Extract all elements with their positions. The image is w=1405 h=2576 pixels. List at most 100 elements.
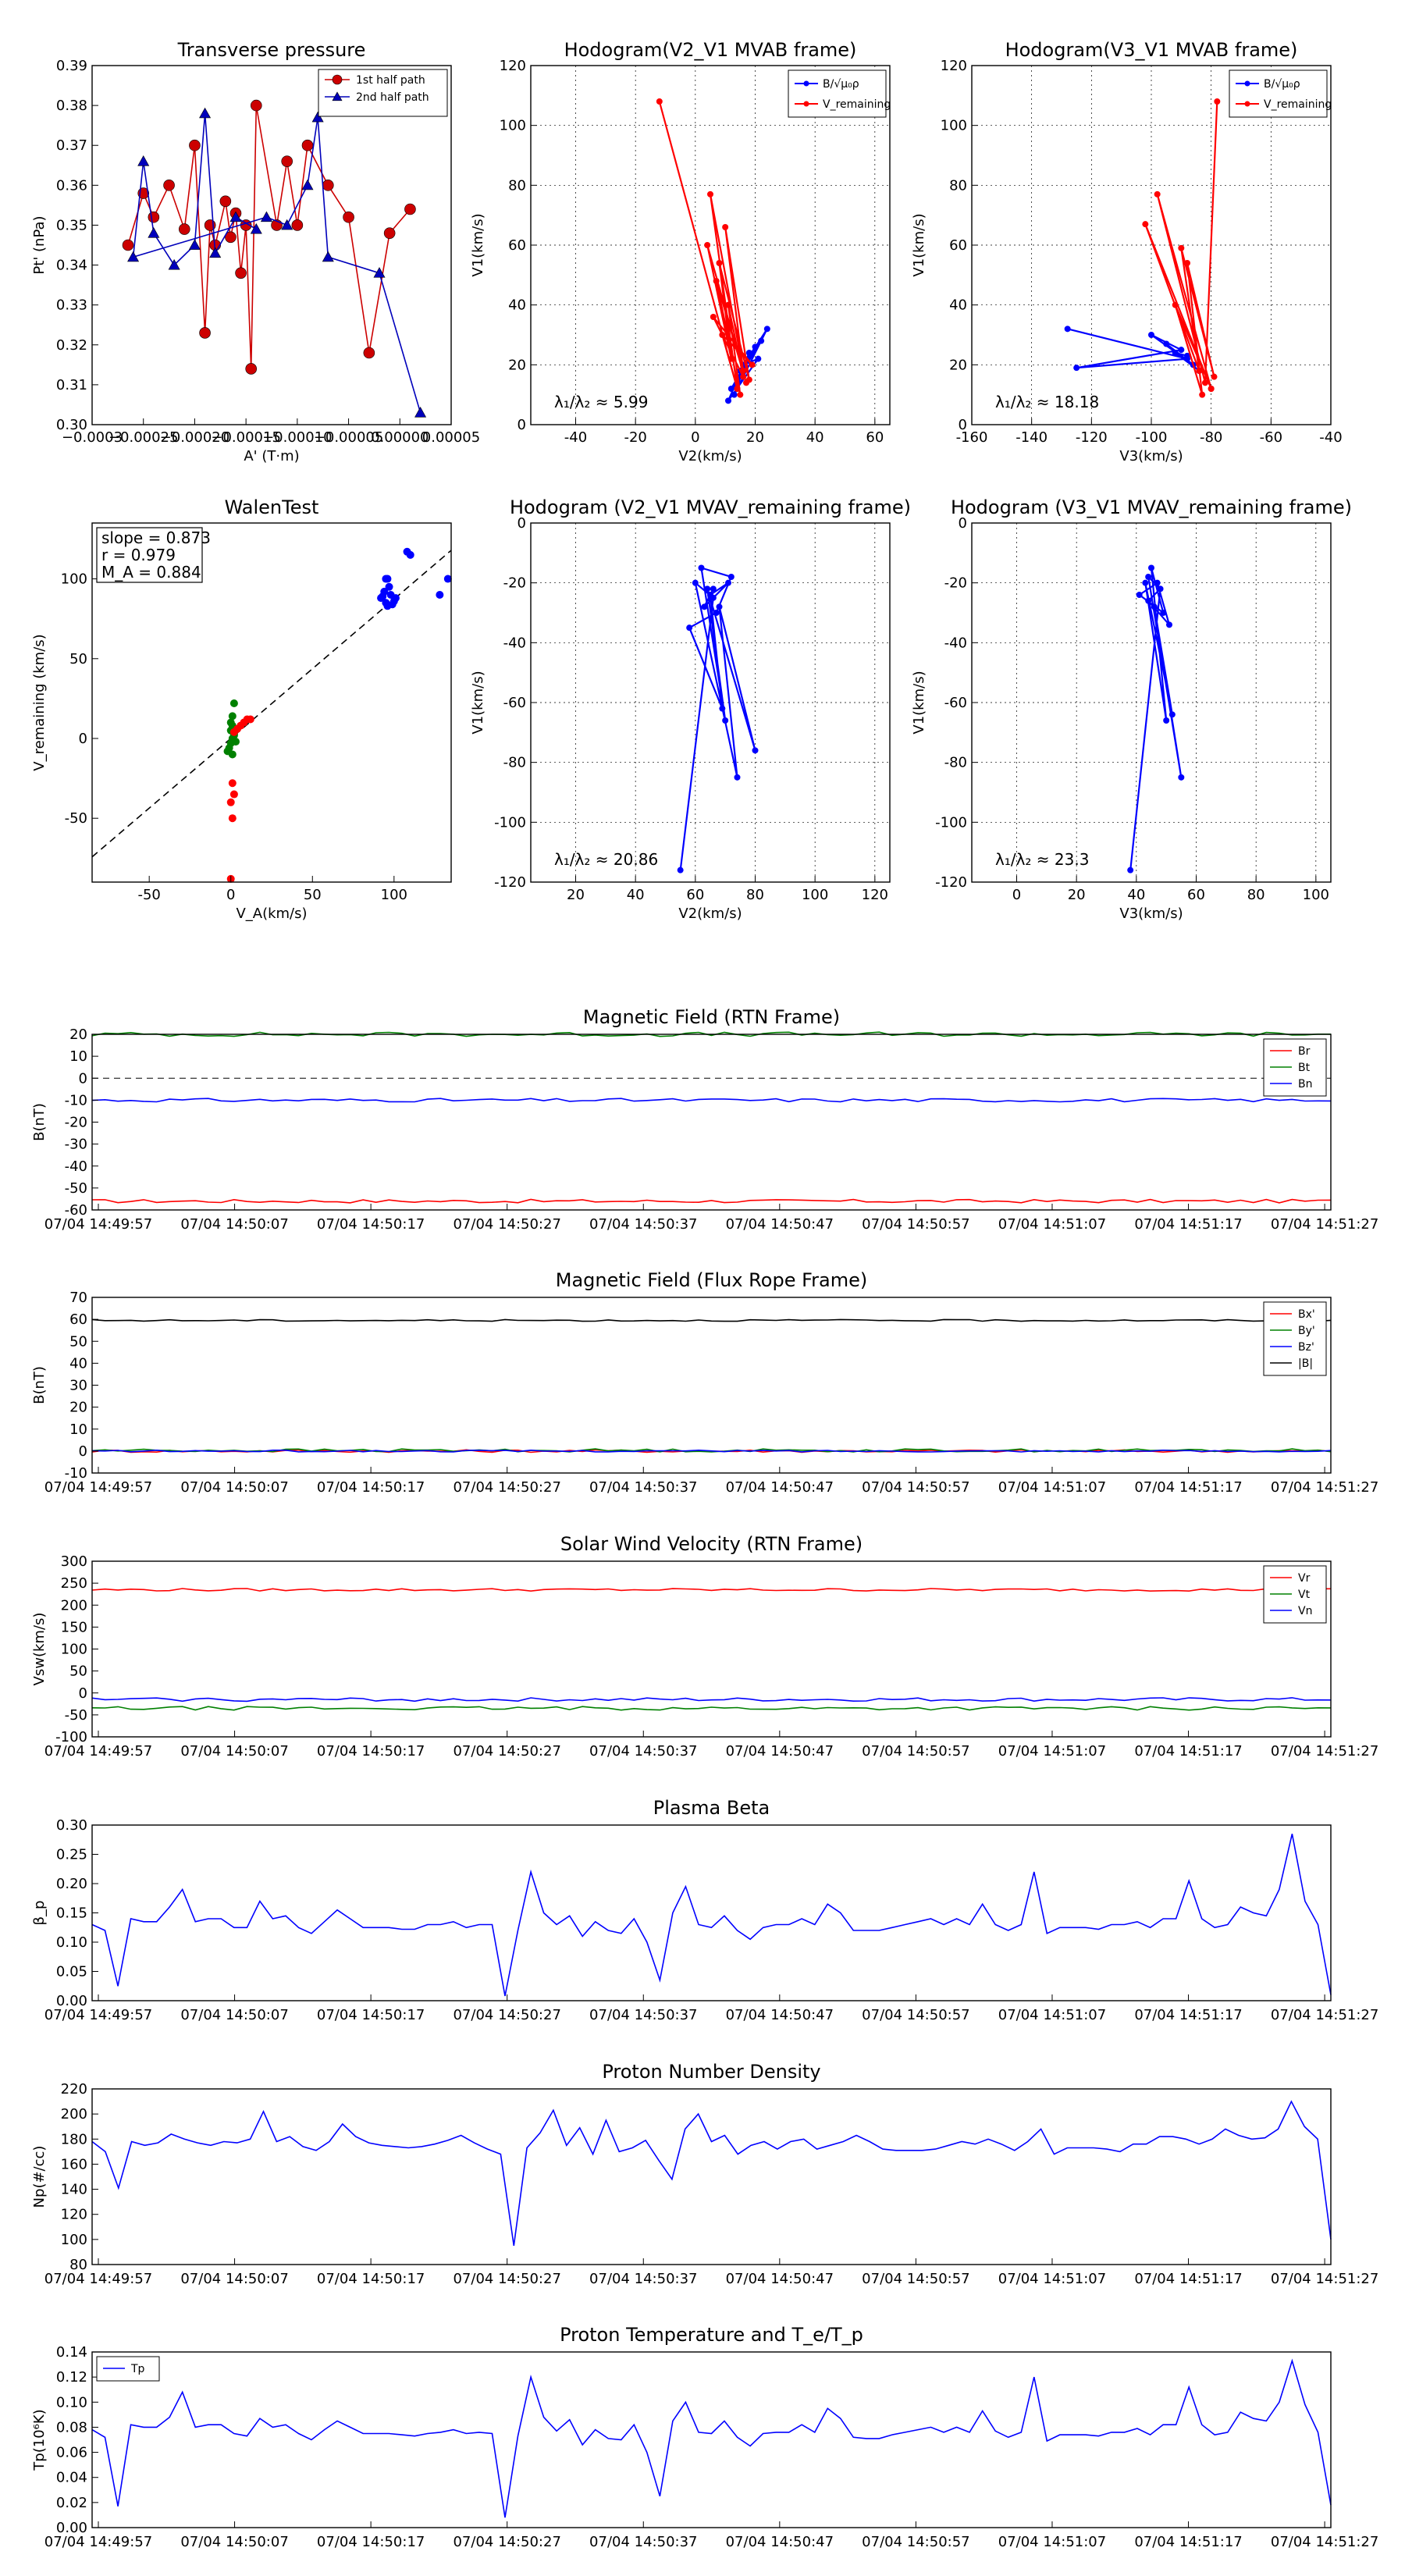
hodogram-point	[1163, 717, 1170, 724]
walen-point-red	[228, 814, 237, 823]
tick-label-x: 07/04 14:51:17	[1134, 2271, 1242, 2287]
hodogram-point	[1172, 350, 1179, 356]
hodogram-point	[1145, 574, 1152, 580]
chart-title: Plasma Beta	[653, 1797, 770, 1819]
tick-label-y: -80	[944, 755, 967, 771]
tick-label-y: -40	[65, 1158, 87, 1175]
tick-label-x: 07/04 14:50:57	[862, 1216, 969, 1233]
hodogram-point	[743, 379, 749, 386]
tick-label-y: 60	[69, 1311, 87, 1328]
legend-marker	[803, 80, 809, 87]
tick-label-y: -100	[55, 1729, 87, 1745]
legend-label: B/√μ₀ρ	[1264, 78, 1300, 91]
tick-label-y: -40	[944, 635, 967, 651]
hodogram-line-V	[1129, 568, 1183, 870]
plot-frame	[91, 522, 452, 883]
tick-label-x: 07/04 14:50:57	[862, 2534, 969, 2550]
tick-label-x: 07/04 14:50:57	[862, 1743, 969, 1759]
legend-label: Bn	[1298, 1078, 1312, 1091]
tick-label-y: 0.10	[56, 2394, 87, 2411]
timeseries-line-Np	[91, 2100, 1332, 2247]
axis-label-y: Tp(10⁶K)	[31, 2409, 48, 2471]
triangle-marker	[148, 227, 160, 238]
legend-label: Tp	[130, 2363, 145, 2375]
tick-label-x: 07/04 14:51:27	[1271, 2534, 1378, 2550]
tick-label-x: 0.00005	[422, 429, 480, 446]
tick-label-y: -50	[65, 810, 87, 827]
tick-label-y: 0	[79, 1070, 87, 1087]
hodogram-point	[727, 574, 735, 580]
hodogram-point	[1199, 391, 1206, 398]
circle-marker	[343, 211, 354, 223]
hodogram-point	[1168, 711, 1176, 718]
tick-label-x: −0.00010	[262, 429, 333, 446]
hodogram-point	[713, 610, 720, 616]
tick-label-y: -120	[935, 874, 967, 891]
hodogram-point	[1178, 244, 1185, 251]
hodogram-point	[740, 368, 747, 374]
tick-label-x: 40	[1127, 887, 1145, 903]
chart-title: Hodogram(V2_V1 MVAB frame)	[564, 39, 857, 61]
walen-point-red	[246, 715, 254, 724]
tick-label-x: 80	[1247, 887, 1265, 903]
hodogram-point	[727, 355, 735, 362]
hodogram-point	[704, 585, 711, 592]
legend-label: Vr	[1298, 1572, 1311, 1585]
hodogram-point	[731, 391, 738, 398]
tick-label-x: 07/04 14:50:17	[317, 2534, 425, 2550]
tick-label-x: 07/04 14:51:27	[1271, 1743, 1378, 1759]
triangle-marker	[199, 107, 212, 119]
tick-label-y: 300	[61, 1553, 87, 1570]
chart-title: Magnetic Field (Flux Rope Frame)	[556, 1269, 867, 1291]
tick-label-y: 0.34	[56, 258, 87, 274]
tick-label-x: 07/04 14:51:07	[998, 2271, 1106, 2287]
axis-label-x: V3(km/s)	[1119, 906, 1183, 922]
plot-frame	[91, 1034, 1332, 1211]
tick-label-x: 07/04 14:50:27	[453, 2534, 560, 2550]
tick-label-x: −0.00020	[160, 429, 230, 446]
tick-label-y: 0.00	[56, 2520, 87, 2536]
tick-label-x: 07/04 14:50:37	[589, 2271, 697, 2287]
tick-label-x: 60	[1187, 887, 1205, 903]
hodogram-point	[719, 705, 726, 712]
tick-label-x: 07/04 14:50:17	[317, 1216, 425, 1233]
timeseries-line-By'	[91, 1448, 1332, 1453]
triangle-marker	[188, 239, 201, 250]
plot-frame	[91, 1824, 1332, 2001]
chart-title: Hodogram(V3_V1 MVAB frame)	[1005, 39, 1298, 61]
tick-label-y: 10	[69, 1421, 87, 1438]
legend-label: 2nd half path	[356, 91, 429, 104]
hodogram-point	[1151, 603, 1158, 610]
triangle-marker	[250, 222, 262, 234]
hodogram-point	[716, 603, 723, 610]
tick-label-y: 40	[508, 297, 526, 314]
tick-label-x: −0.00005	[314, 429, 384, 446]
tick-label-x: -80	[1200, 429, 1222, 446]
legend-label: 1st half path	[356, 74, 425, 87]
chart-title: Magnetic Field (RTN Frame)	[583, 1006, 840, 1028]
tick-label-x: -20	[624, 429, 646, 446]
hodogram-point	[1148, 564, 1154, 571]
hodogram-point	[1157, 585, 1164, 592]
tick-label-x: 07/04 14:51:07	[998, 2007, 1106, 2023]
tick-label-y: -20	[503, 575, 526, 592]
legend-label: V_remaining	[1264, 98, 1332, 111]
hodogram-point	[1208, 386, 1215, 392]
tick-label-x: 07/04 14:49:57	[44, 2534, 152, 2550]
hodogram-point	[1172, 301, 1179, 308]
tick-label-y: 20	[69, 1400, 87, 1416]
tick-label-y: 0.10	[56, 1934, 87, 1951]
chart-title: Proton Temperature and T_e/T_p	[560, 2324, 863, 2346]
tick-label-x: 07/04 14:49:57	[44, 2271, 152, 2287]
circle-marker	[245, 363, 258, 375]
eigenvalue-ratio-annotation: λ₁/λ₂ ≈ 23.3	[995, 850, 1089, 869]
circle-marker	[322, 180, 334, 191]
tick-label-y: 20	[949, 357, 967, 373]
tick-label-y: 0	[79, 1685, 87, 1702]
hodogram-point	[740, 373, 747, 380]
hodogram-point	[701, 603, 708, 610]
hodogram-point	[755, 355, 762, 362]
triangle-marker	[209, 247, 222, 258]
walen-stat: M_A = 0.884	[101, 563, 201, 582]
